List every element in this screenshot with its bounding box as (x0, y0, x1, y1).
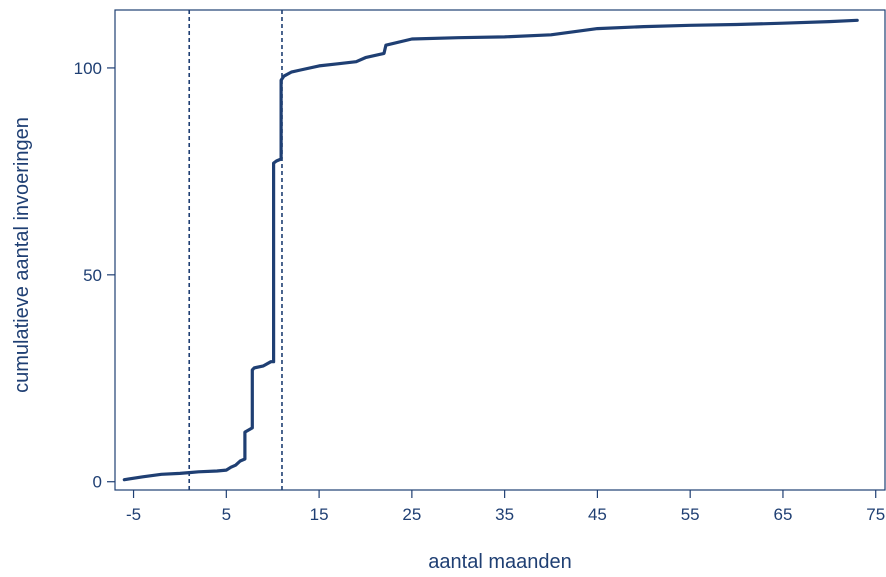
y-tick-label: 0 (93, 473, 102, 492)
x-tick-label: 35 (495, 505, 514, 524)
x-tick-label: -5 (126, 505, 141, 524)
plot-frame (114, 9, 886, 491)
x-tick-label: 15 (310, 505, 329, 524)
x-tick-label: 5 (222, 505, 231, 524)
x-tick-label: 55 (681, 505, 700, 524)
y-tick-label: 50 (83, 266, 102, 285)
y-tick-label: 100 (74, 59, 102, 78)
x-tick-label: 65 (773, 505, 792, 524)
x-tick-label: 45 (588, 505, 607, 524)
x-axis-title: aantal maanden (428, 551, 571, 573)
y-axis: 0 50 100 (74, 59, 115, 492)
x-tick-label: 75 (866, 505, 885, 524)
x-axis: -5 5 15 25 35 45 55 65 75 (126, 490, 885, 524)
series-layer (122, 18, 859, 482)
x-tick-label: 25 (402, 505, 421, 524)
series-line (122, 18, 859, 482)
y-axis-title: cumulatieve aantal invoeringen (11, 117, 33, 393)
reference-lines (188, 10, 283, 490)
